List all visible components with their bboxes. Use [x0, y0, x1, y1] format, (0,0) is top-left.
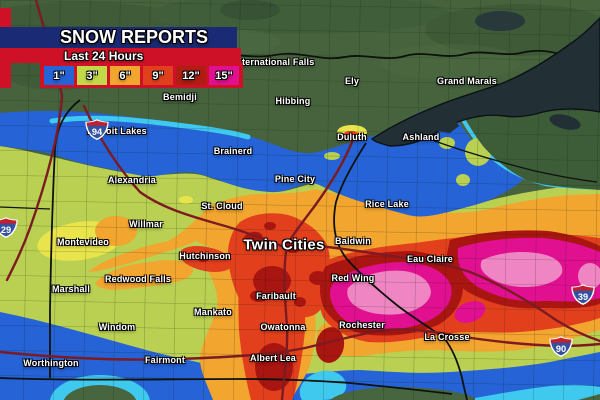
city-label-alexandria: Alexandria	[107, 175, 157, 185]
city-label-la-crosse: La Crosse	[424, 332, 470, 342]
svg-text:39: 39	[578, 292, 588, 302]
city-label-marshall: Marshall	[51, 284, 91, 294]
city-label-redwood-falls: Redwood Falls	[104, 274, 172, 284]
interstate-39-shield: 39	[571, 284, 595, 310]
city-label-eau-claire: Eau Claire	[406, 254, 454, 264]
city-label-rochester: Rochester	[339, 320, 385, 330]
city-label-worthington: Worthington	[23, 358, 79, 368]
city-label-rice-lake: Rice Lake	[365, 199, 409, 209]
city-label-grand-marais: Grand Marais	[437, 76, 497, 86]
city-label-hibbing: Hibbing	[275, 96, 311, 106]
city-label-willmar: Willmar	[129, 219, 163, 229]
interstate-shield-icon: 94	[85, 119, 109, 140]
city-label-mankato: Mankato	[194, 307, 232, 317]
interstate-shield-icon: 39	[571, 284, 595, 305]
city-label-pine-city: Pine City	[274, 174, 316, 184]
city-label-international-falls: International Falls	[233, 57, 315, 67]
city-label-montevideo: Montevideo	[56, 237, 110, 247]
city-label-duluth: Duluth	[337, 132, 367, 142]
interstate-shield-icon: 29	[0, 217, 18, 238]
city-label-detroit-lakes: Detroit Lakes	[87, 126, 147, 136]
city-label-fairmont: Fairmont	[144, 355, 186, 365]
city-label-windom: Windom	[98, 322, 136, 332]
city-label-ely: Ely	[344, 76, 360, 86]
city-label-hutchinson: Hutchinson	[179, 251, 231, 261]
svg-text:94: 94	[92, 127, 103, 137]
city-label-brainerd: Brainerd	[213, 146, 253, 156]
interstate-94-shield: 94	[85, 119, 109, 145]
interstate-29-shield: 29	[0, 217, 18, 243]
svg-text:29: 29	[1, 225, 11, 235]
svg-text:90: 90	[556, 344, 566, 354]
city-label-ashland: Ashland	[402, 132, 440, 142]
city-label-red-wing: Red Wing	[331, 273, 375, 283]
interstate-shield-icon: 90	[549, 336, 573, 357]
city-label-twin-cities: Twin Cities	[243, 236, 325, 254]
interstate-90-shield: 90	[549, 336, 573, 362]
city-label-st-cloud: St. Cloud	[201, 201, 243, 211]
city-label-baldwin: Baldwin	[335, 236, 371, 246]
city-label-bemidji: Bemidji	[163, 92, 197, 102]
lake-superior	[370, 11, 600, 147]
city-label-albert-lea: Albert Lea	[249, 353, 297, 363]
city-label-faribault: Faribault	[256, 291, 296, 301]
city-label-owatonna: Owatonna	[260, 322, 306, 332]
